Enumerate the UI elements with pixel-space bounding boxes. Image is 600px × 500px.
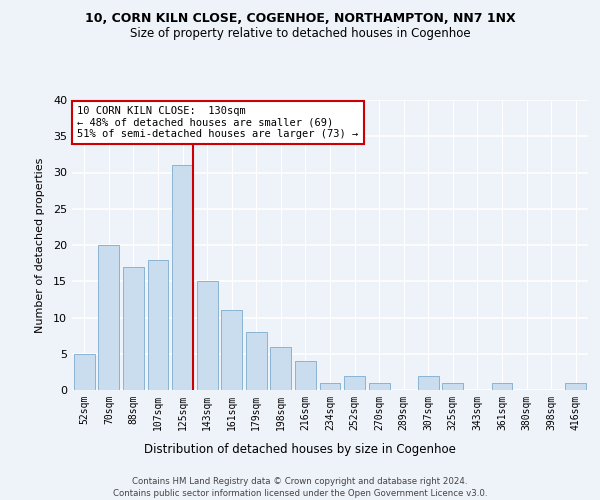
Bar <box>221 310 242 390</box>
Bar <box>98 245 119 390</box>
Bar <box>197 281 218 390</box>
Text: Contains HM Land Registry data © Crown copyright and database right 2024.: Contains HM Land Registry data © Crown c… <box>132 478 468 486</box>
Bar <box>491 383 512 390</box>
Bar <box>246 332 267 390</box>
Text: Size of property relative to detached houses in Cogenhoe: Size of property relative to detached ho… <box>130 28 470 40</box>
Bar <box>148 260 169 390</box>
Bar <box>368 383 389 390</box>
Y-axis label: Number of detached properties: Number of detached properties <box>35 158 44 332</box>
Bar <box>123 267 144 390</box>
Bar <box>565 383 586 390</box>
Text: Contains public sector information licensed under the Open Government Licence v3: Contains public sector information licen… <box>113 489 487 498</box>
Text: Distribution of detached houses by size in Cogenhoe: Distribution of detached houses by size … <box>144 442 456 456</box>
Bar <box>442 383 463 390</box>
Bar <box>295 361 316 390</box>
Text: 10 CORN KILN CLOSE:  130sqm
← 48% of detached houses are smaller (69)
51% of sem: 10 CORN KILN CLOSE: 130sqm ← 48% of deta… <box>77 106 358 139</box>
Bar <box>172 165 193 390</box>
Bar <box>418 376 439 390</box>
Bar <box>271 346 292 390</box>
Bar <box>320 383 340 390</box>
Bar <box>74 354 95 390</box>
Bar <box>344 376 365 390</box>
Text: 10, CORN KILN CLOSE, COGENHOE, NORTHAMPTON, NN7 1NX: 10, CORN KILN CLOSE, COGENHOE, NORTHAMPT… <box>85 12 515 26</box>
